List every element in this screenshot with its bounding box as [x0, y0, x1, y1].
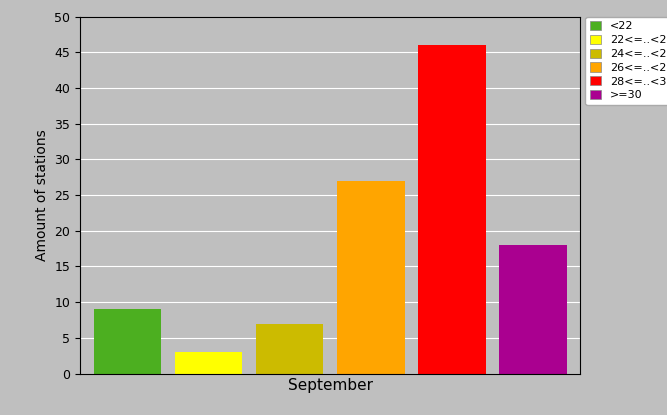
Bar [418, 45, 486, 374]
Bar [175, 352, 242, 374]
Bar [499, 245, 567, 374]
Bar [93, 309, 161, 374]
Y-axis label: Amount of stations: Amount of stations [35, 129, 49, 261]
Bar [337, 181, 404, 374]
Bar [256, 324, 323, 374]
Legend: <22, 22<=..<24, 24<=..<26, 26<=..<28, 28<=..<30, >=30: <22, 22<=..<24, 24<=..<26, 26<=..<28, 28… [586, 17, 667, 105]
